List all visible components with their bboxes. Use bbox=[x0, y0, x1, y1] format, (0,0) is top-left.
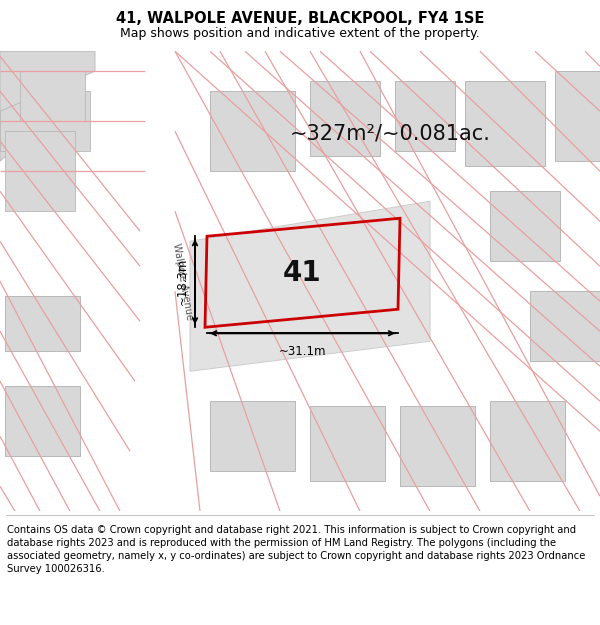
Polygon shape bbox=[0, 51, 95, 111]
Text: ~18.3m: ~18.3m bbox=[176, 258, 189, 306]
Bar bbox=[5, 296, 80, 351]
Bar bbox=[210, 401, 295, 471]
Text: 41: 41 bbox=[283, 259, 322, 288]
Bar bbox=[395, 81, 455, 151]
Bar bbox=[490, 191, 560, 261]
Polygon shape bbox=[190, 201, 430, 371]
Bar bbox=[530, 291, 600, 361]
Bar bbox=[465, 81, 545, 166]
Text: Walpole Avenue: Walpole Avenue bbox=[172, 242, 194, 321]
Bar bbox=[400, 406, 475, 486]
Bar bbox=[20, 71, 85, 121]
Bar bbox=[210, 91, 295, 171]
Bar bbox=[310, 406, 385, 481]
Text: 41, WALPOLE AVENUE, BLACKPOOL, FY4 1SE: 41, WALPOLE AVENUE, BLACKPOOL, FY4 1SE bbox=[116, 11, 484, 26]
Bar bbox=[5, 131, 75, 211]
Bar bbox=[5, 386, 80, 456]
Bar bbox=[490, 401, 565, 481]
Text: ~327m²/~0.081ac.: ~327m²/~0.081ac. bbox=[290, 123, 490, 143]
Text: Map shows position and indicative extent of the property.: Map shows position and indicative extent… bbox=[120, 27, 480, 40]
Bar bbox=[0, 91, 90, 151]
Bar bbox=[310, 81, 380, 156]
Polygon shape bbox=[145, 51, 228, 511]
Text: Contains OS data © Crown copyright and database right 2021. This information is : Contains OS data © Crown copyright and d… bbox=[7, 525, 586, 574]
Polygon shape bbox=[0, 51, 80, 161]
Bar bbox=[555, 71, 600, 161]
Text: ~31.1m: ~31.1m bbox=[279, 345, 326, 358]
